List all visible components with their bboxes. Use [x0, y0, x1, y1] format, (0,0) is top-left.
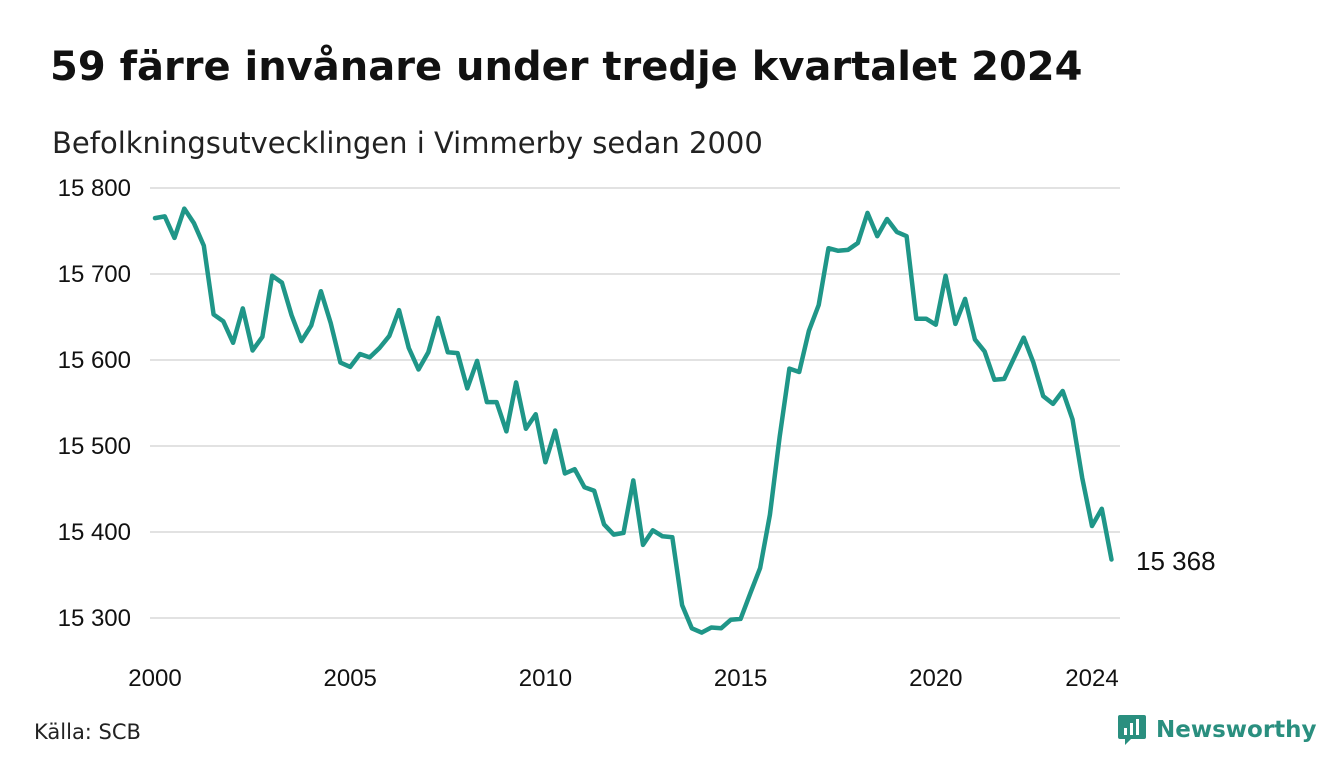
- y-tick-label: 15 500: [58, 433, 131, 460]
- x-tick-label: 2015: [714, 665, 767, 692]
- x-tick-label: 2000: [128, 665, 181, 692]
- gridlines: [150, 187, 1120, 619]
- source-note: Källa: SCB: [34, 720, 141, 744]
- newsworthy-logo: Newsworthy: [1117, 714, 1317, 746]
- chart-subtitle: Befolkningsutvecklingen i Vimmerby sedan…: [52, 126, 763, 160]
- y-tick-label: 15 400: [58, 519, 131, 546]
- y-axis-labels: 15 300 15 400 15 500 15 600 15 700 15 800: [58, 175, 131, 632]
- y-tick-label: 15 700: [58, 261, 131, 288]
- newsworthy-logo-icon: [1118, 715, 1146, 745]
- brand-name: Newsworthy: [1156, 717, 1317, 743]
- x-tick-label: 2020: [909, 665, 962, 692]
- x-tick-label: 2024: [1065, 665, 1118, 692]
- end-value-label: 15 368: [1136, 546, 1216, 576]
- y-tick-label: 15 300: [58, 605, 131, 632]
- x-tick-label: 2010: [519, 665, 572, 692]
- population-line: [152, 206, 1114, 635]
- line-chart: 15 300 15 400 15 500 15 600 15 700 15 800 200…: [58, 175, 1216, 692]
- x-axis-labels: 2000 2005 2010 2015 2020 2024: [128, 665, 1118, 692]
- y-tick-label: 15 600: [58, 347, 131, 374]
- y-tick-label: 15 800: [58, 175, 131, 202]
- x-tick-label: 2005: [324, 665, 377, 692]
- series-line: [152, 206, 1114, 635]
- chart-title: 59 färre invånare under tredje kvartalet…: [50, 44, 1083, 90]
